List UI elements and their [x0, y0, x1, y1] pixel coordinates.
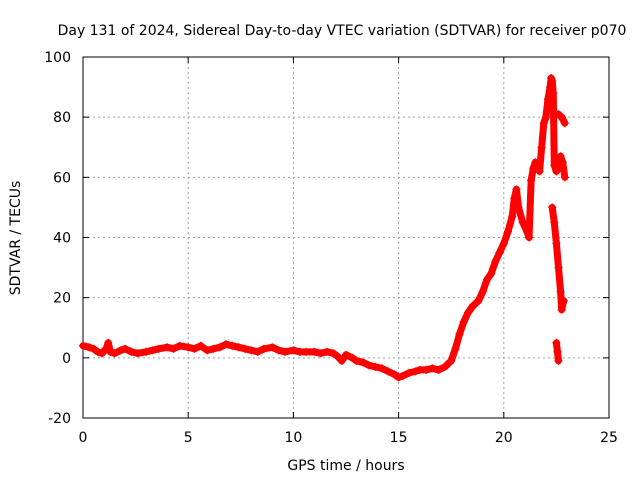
- data-band: [525, 176, 535, 241]
- y-tick-label: 100: [44, 50, 71, 66]
- data-point: [554, 356, 563, 365]
- y-tick-label: -20: [48, 411, 71, 427]
- data-band: [536, 143, 546, 175]
- y-axis-label: SDTVAR / TECUs: [8, 181, 24, 296]
- chart-title: Day 131 of 2024, Sidereal Day-to-day VTE…: [58, 23, 627, 39]
- y-tick-label: 80: [53, 110, 71, 126]
- data-band: [552, 240, 563, 272]
- data-series: [79, 74, 569, 382]
- x-tick-label: 0: [79, 430, 88, 446]
- x-tick-label: 5: [184, 430, 193, 446]
- axis-ticks: 0 5 10 15 20 25 -20 0 20 40 60 80 100: [44, 50, 618, 446]
- x-tick-label: 15: [390, 430, 408, 446]
- x-axis-label: GPS time / hours: [287, 458, 404, 474]
- data-band: [538, 119, 548, 151]
- data-band: [555, 264, 565, 296]
- y-tick-label: 60: [53, 170, 71, 186]
- x-tick-label: 10: [284, 430, 302, 446]
- data-point: [560, 173, 569, 182]
- data-band: [549, 89, 558, 169]
- x-tick-label: 25: [600, 430, 618, 446]
- x-tick-label: 20: [495, 430, 513, 446]
- y-tick-label: 0: [62, 351, 71, 367]
- y-tick-label: 20: [53, 291, 71, 307]
- data-point: [559, 296, 568, 305]
- y-tick-label: 40: [53, 231, 71, 247]
- data-point: [560, 119, 569, 128]
- series-sdtvar: [79, 74, 569, 382]
